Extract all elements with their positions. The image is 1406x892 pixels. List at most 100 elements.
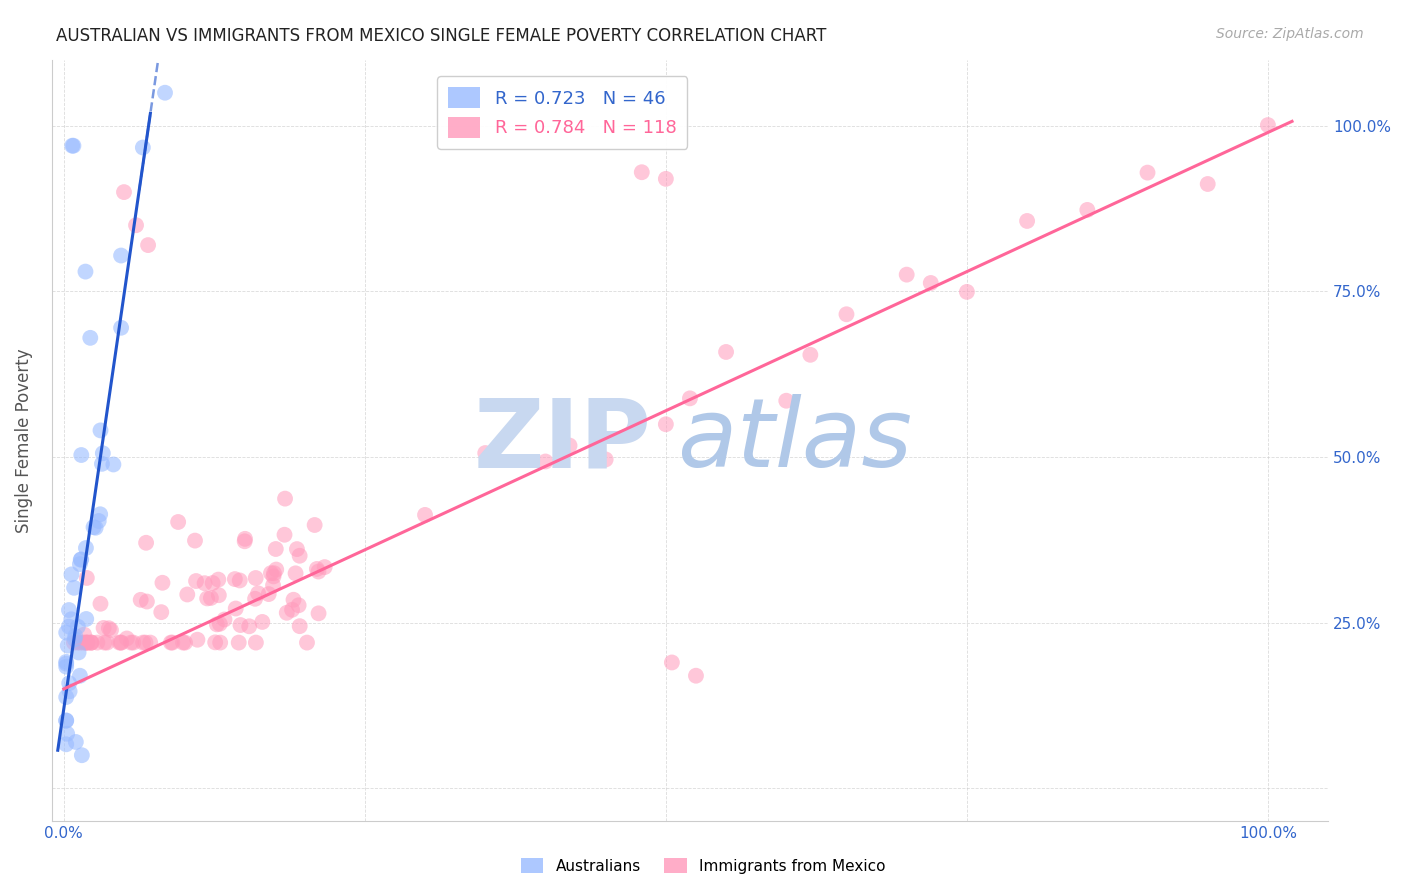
Point: [273, 527, 295, 541]
Point: [260, 566, 283, 581]
Point: [661, 656, 683, 670]
Point: [288, 619, 311, 633]
Point: [75, 264, 97, 278]
Point: [80, 635, 103, 649]
Point: [75, 612, 97, 626]
Point: [58, 676, 80, 690]
Point: [172, 635, 194, 649]
Point: [305, 562, 328, 576]
Point: [225, 601, 247, 615]
Point: [224, 572, 246, 586]
Point: [1017, 214, 1039, 228]
Point: [534, 454, 557, 468]
Point: [110, 320, 132, 334]
Point: [75, 635, 97, 649]
Point: [920, 276, 942, 290]
Point: [80, 635, 103, 649]
Point: [176, 587, 198, 601]
Point: [209, 635, 232, 649]
Point: [285, 542, 308, 557]
Point: [135, 594, 157, 608]
Text: Source: ZipAtlas.com: Source: ZipAtlas.com: [1216, 27, 1364, 41]
Point: [79, 331, 101, 345]
Point: [167, 515, 190, 529]
Point: [69, 557, 91, 571]
Point: [896, 268, 918, 282]
Point: [247, 586, 270, 600]
Point: [595, 452, 617, 467]
Point: [115, 632, 138, 646]
Point: [205, 617, 228, 632]
Point: [103, 458, 125, 472]
Point: [91, 446, 114, 460]
Point: [66, 635, 89, 649]
Point: [1136, 166, 1159, 180]
Point: [134, 635, 156, 649]
Point: [100, 623, 122, 637]
Point: [228, 635, 250, 649]
Point: [62, 138, 84, 153]
Point: [243, 591, 266, 606]
Point: [262, 578, 284, 592]
Point: [55, 714, 77, 728]
Text: ZIP: ZIP: [474, 394, 651, 487]
Point: [60, 612, 83, 626]
Point: [304, 518, 326, 533]
Point: [184, 574, 207, 588]
Point: [97, 621, 120, 635]
Point: [73, 627, 96, 641]
Point: [135, 535, 157, 549]
Point: [194, 576, 217, 591]
Point: [150, 605, 173, 619]
Point: [288, 549, 311, 563]
Point: [55, 737, 77, 751]
Point: [59, 684, 82, 698]
Point: [276, 606, 298, 620]
Point: [655, 172, 678, 186]
Point: [112, 185, 135, 199]
Point: [60, 567, 83, 582]
Point: [799, 348, 821, 362]
Point: [55, 714, 77, 728]
Point: [679, 392, 702, 406]
Point: [86, 635, 108, 649]
Legend: R = 0.723   N = 46, R = 0.784   N = 118: R = 0.723 N = 46, R = 0.784 N = 118: [437, 76, 688, 149]
Point: [55, 657, 77, 671]
Point: [233, 534, 256, 549]
Point: [174, 635, 197, 649]
Point: [65, 629, 87, 643]
Point: [56, 727, 79, 741]
Point: [125, 218, 148, 232]
Legend: Australians, Immigrants from Mexico: Australians, Immigrants from Mexico: [515, 852, 891, 880]
Point: [283, 592, 305, 607]
Point: [1197, 177, 1219, 191]
Point: [214, 612, 236, 626]
Point: [264, 541, 287, 556]
Point: [558, 438, 581, 452]
Point: [87, 514, 110, 528]
Point: [132, 140, 155, 154]
Point: [1257, 118, 1279, 132]
Point: [69, 669, 91, 683]
Point: [208, 588, 231, 602]
Point: [91, 457, 114, 471]
Point: [76, 635, 98, 649]
Point: [69, 635, 91, 649]
Point: [238, 619, 260, 633]
Point: [72, 635, 94, 649]
Point: [63, 632, 86, 647]
Point: [233, 532, 256, 546]
Point: [474, 446, 496, 460]
Point: [55, 625, 77, 640]
Point: [60, 138, 83, 153]
Point: [110, 635, 132, 649]
Point: [201, 576, 224, 591]
Point: [245, 635, 267, 649]
Point: [1076, 202, 1098, 217]
Point: [655, 417, 678, 432]
Point: [685, 669, 707, 683]
Point: [714, 345, 737, 359]
Point: [66, 620, 89, 634]
Point: [263, 569, 285, 583]
Point: [76, 571, 98, 585]
